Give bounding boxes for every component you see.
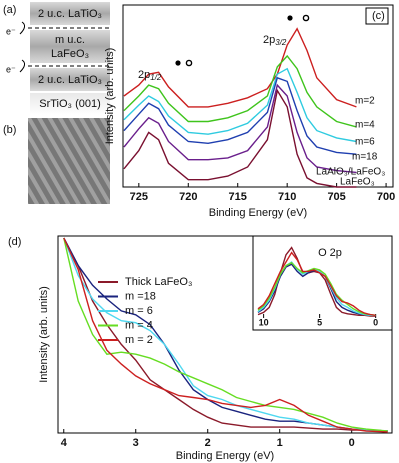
layer [30,30,110,63]
marker-open [185,59,193,67]
plot-frame [57,235,393,434]
x-tick-label: 715 [229,191,247,203]
x-tick-label: 0 [349,437,355,449]
peak-label-sub: 1/2 [150,73,162,82]
y-axis-label: Intensity (arb. units) [104,48,116,145]
legend-label: Thick LaFeO₃ [125,276,192,288]
layer [30,2,110,25]
electron-label: e⁻ [6,64,16,74]
substrate [30,93,110,115]
spectrum-line [123,76,357,155]
spectrum-line [123,67,357,143]
spectrum-line [63,237,388,432]
series-label: LaFeO₃ [340,177,375,188]
layer-label: LaFeO₃ [51,48,89,60]
panel-label: (a) [3,4,16,16]
layer [30,68,110,91]
series-label: m=4 [355,120,375,131]
peak-label: 2p3/2 [263,34,287,47]
x-tick-label: 4 [61,437,68,449]
afm-image [28,118,110,204]
spectrum-line [123,27,357,108]
series-label: m=18 [352,152,378,163]
peak-label-main: 2p [263,34,275,46]
substrate-label: SrTiO₃ (001) [39,98,101,110]
x-tick-label: 700 [377,191,395,203]
x-tick-label: 720 [179,191,197,203]
layer-label: m u.c. [55,34,85,46]
peak-label-sub: 3/2 [275,38,287,47]
spectrum-line [123,88,357,188]
label-box [365,7,389,25]
spectrum-line [257,261,376,316]
x-tick-label: 2 [205,437,211,449]
legend-label: m = 4 [125,319,153,331]
spectrum-line [63,237,388,432]
y-axis-label: Intensity (arb. units) [38,286,50,383]
panel-label: (b) [3,124,16,136]
spectrum-line [123,83,357,174]
legend-label: m = 2 [125,334,153,346]
x-tick-label: 705 [327,191,345,203]
arrow [19,21,26,35]
panel-label: (c) [372,10,385,22]
x-tick-label: 1 [277,437,283,449]
x-tick-label: 10 [259,317,269,327]
x-tick-label: 3 [133,437,139,449]
panel-label: (d) [8,236,21,248]
spectrum-line [123,54,357,128]
marker-filled [287,15,293,21]
spectrum-line [63,237,388,432]
arrow [19,59,26,73]
marker-filled [175,60,181,66]
inset-title: O 2p [318,247,342,259]
x-tick-label: 5 [317,317,322,327]
layer-label: 2 u.c. LaTiO₃ [38,74,102,86]
series-label: m=2 [355,96,375,107]
legend-label: m =18 [125,290,156,302]
plot-frame [122,4,394,188]
legend-label: m = 6 [125,305,153,317]
peak-label-main: 2p [138,69,150,81]
spectrum-line [63,237,388,433]
layer-label: 2 u.c. LaTiO₃ [38,8,102,20]
x-axis-label: Binding Energy (eV) [176,450,274,462]
x-tick-label: 0 [373,317,378,327]
peak-label: 2p1/2 [138,69,162,82]
electron-label: e⁻ [6,26,16,36]
series-label: LaAlO₃/LaFeO₃ [316,167,385,178]
series-label: m=6 [355,137,375,148]
marker-open [302,14,310,22]
x-axis-label: Binding Energy (eV) [209,207,307,219]
spectrum-line [257,251,376,316]
x-tick-label: 725 [130,191,148,203]
x-tick-label: 710 [278,191,296,203]
